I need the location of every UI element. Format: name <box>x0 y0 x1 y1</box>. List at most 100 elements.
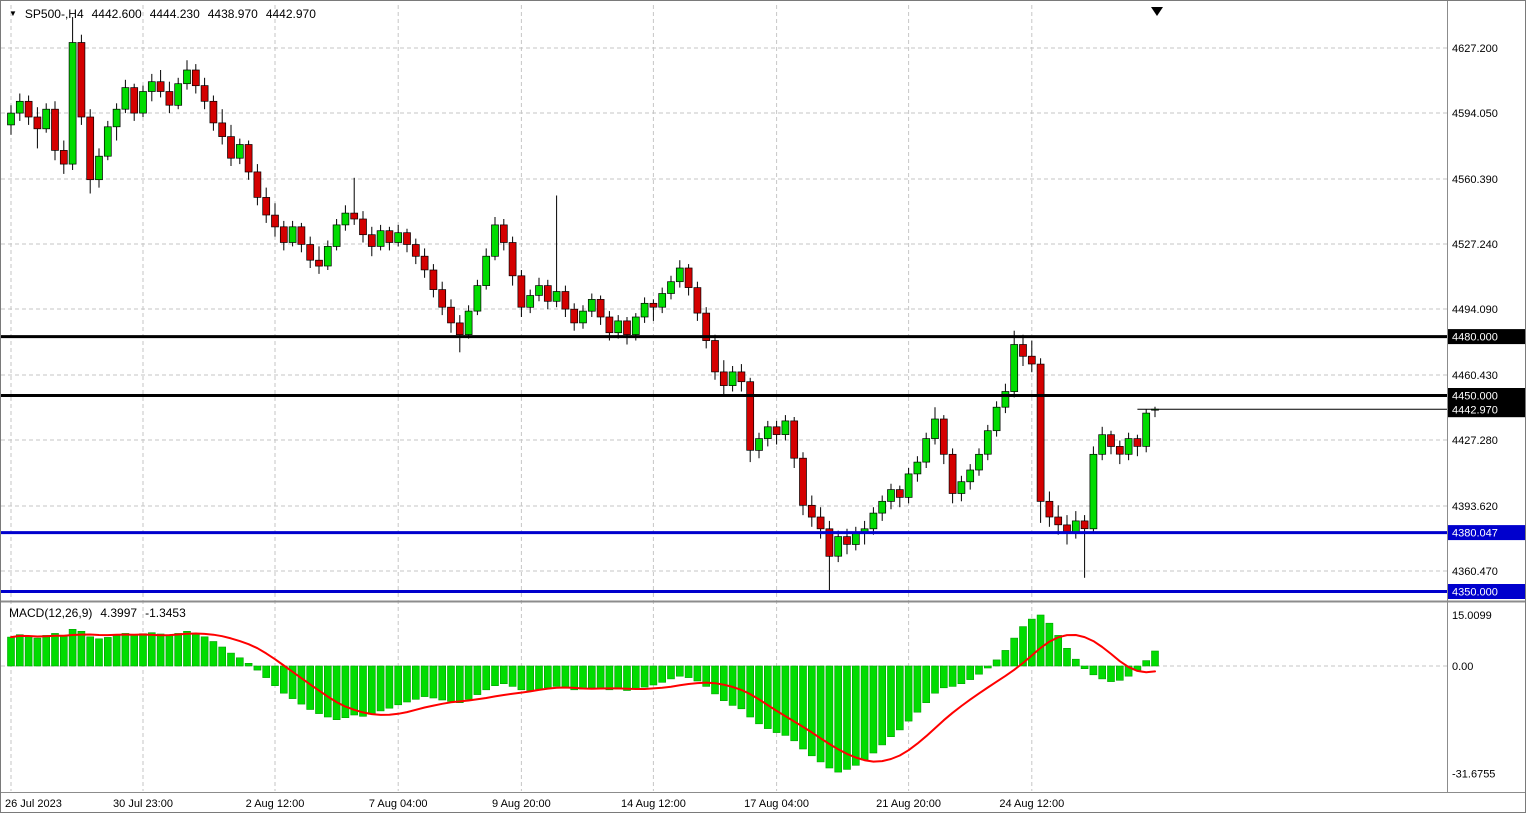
candles-layer <box>7 17 1159 592</box>
candle-bearish <box>350 212 359 220</box>
macd-histogram-bar <box>570 665 579 691</box>
candle-bearish <box>315 259 323 267</box>
macd-histogram-bar <box>975 665 983 675</box>
macd-histogram-bar <box>350 665 359 716</box>
candle-bullish <box>755 438 763 451</box>
chart-shift-marker-icon[interactable] <box>1151 7 1163 16</box>
candle-bearish <box>649 302 658 308</box>
macd-histogram-bar <box>526 665 535 691</box>
grid-layer <box>1 5 1447 791</box>
macd-histogram-bar <box>957 665 966 685</box>
candle-bearish <box>51 108 59 151</box>
macd-histogram-bar <box>887 665 895 737</box>
candle-bullish <box>332 224 341 247</box>
candle-bullish <box>473 285 482 312</box>
candle-bearish <box>227 136 235 159</box>
candle-bearish <box>816 516 825 530</box>
macd-histogram-bar <box>420 665 429 697</box>
candle-bullish <box>464 310 473 335</box>
candle-bullish <box>675 267 684 283</box>
macd-histogram-bar <box>447 665 455 702</box>
candle-bearish <box>939 418 948 455</box>
candle-bearish <box>77 42 86 118</box>
candle-bullish <box>904 473 913 498</box>
macd-histogram-bar <box>297 665 306 705</box>
macd-histogram-bar <box>499 665 508 685</box>
macd-histogram-bar <box>587 665 596 689</box>
candle-bullish <box>376 230 385 247</box>
candle-bearish <box>719 371 728 386</box>
candle-bullish <box>482 255 491 286</box>
macd-histogram-bar <box>1089 665 1098 676</box>
candle-bullish <box>235 144 244 159</box>
price-axis-label: 4360.470 <box>1452 566 1498 578</box>
ohlc-low: 4438.970 <box>207 7 258 21</box>
macd-histogram-bar <box>7 636 15 667</box>
macd-histogram-bar <box>851 665 860 766</box>
level-price-tag-label: 4350.000 <box>1452 587 1498 599</box>
candle-bullish <box>526 295 535 308</box>
candle-bearish <box>543 285 552 302</box>
price-axis[interactable] <box>1448 1 1526 792</box>
candle-bullish <box>781 420 790 435</box>
candle-bearish <box>623 320 631 335</box>
time-axis-label: 24 Aug 12:00 <box>999 798 1064 810</box>
candle-bullish <box>288 226 297 243</box>
macd-histogram-bar <box>306 665 315 710</box>
macd-histogram-bar <box>658 665 667 683</box>
macd-histogram-bar <box>508 665 517 687</box>
macd-histogram-bar <box>148 632 156 667</box>
macd-histogram-bar <box>596 665 605 689</box>
candle-bearish <box>455 322 464 336</box>
macd-histogram-bar <box>992 659 1001 667</box>
level-price-tag-label: 4480.000 <box>1452 332 1498 344</box>
candle-bearish <box>825 528 834 557</box>
time-axis-label: 30 Jul 23:00 <box>113 798 173 810</box>
macd-histogram-bar <box>1045 622 1054 667</box>
candle-bullish <box>121 87 130 110</box>
candle-bullish <box>1010 344 1019 392</box>
level-price-tag-label: 4380.047 <box>1452 528 1498 540</box>
candle-bullish <box>851 532 860 545</box>
candle-bullish <box>491 224 499 257</box>
candle-bullish <box>631 316 640 335</box>
time-axis[interactable] <box>1 793 1526 813</box>
candle-bearish <box>517 275 526 308</box>
candle-bullish <box>957 481 966 494</box>
macd-histogram-bar <box>121 633 130 667</box>
macd-histogram-bar <box>51 633 59 667</box>
macd-histogram-bar <box>517 665 526 691</box>
candle-bearish <box>86 116 95 181</box>
ohlc-close: 4442.970 <box>265 7 316 21</box>
macd-histogram-bar <box>711 665 719 695</box>
macd-histogram-bar <box>1028 618 1036 667</box>
candle-bullish <box>1089 453 1098 530</box>
macd-histogram-bar <box>16 634 24 667</box>
candle-bullish <box>147 81 156 92</box>
candle-bearish <box>1080 520 1089 530</box>
candle-bearish <box>1027 355 1036 365</box>
candle-bearish <box>799 457 807 506</box>
macd-histogram-bar <box>834 665 843 773</box>
macd-histogram-bar <box>59 635 68 667</box>
macd-histogram-bar <box>675 665 684 677</box>
macd-histogram-bar <box>323 665 332 718</box>
candle-bearish <box>165 91 174 106</box>
candle-bullish <box>869 512 878 530</box>
quick-trade-arrow-icon[interactable]: ▼ <box>9 9 17 18</box>
price-axis-label: 4427.280 <box>1452 435 1498 447</box>
macd-histogram-bar <box>271 665 279 687</box>
macd-histogram-bar <box>438 665 447 701</box>
candle-bullish <box>878 500 887 514</box>
candle-bearish <box>130 87 139 114</box>
macd-histogram-bar <box>904 665 913 722</box>
candle-bearish <box>1036 363 1045 502</box>
time-axis-label: 26 Jul 2023 <box>5 798 62 810</box>
macd-histogram-bar <box>807 665 816 757</box>
candle-bullish <box>992 406 1001 432</box>
macd-histogram-bar <box>359 665 367 717</box>
candle-bearish <box>702 312 711 341</box>
macd-histogram-bar <box>939 665 948 689</box>
candle-bearish <box>1054 516 1063 526</box>
